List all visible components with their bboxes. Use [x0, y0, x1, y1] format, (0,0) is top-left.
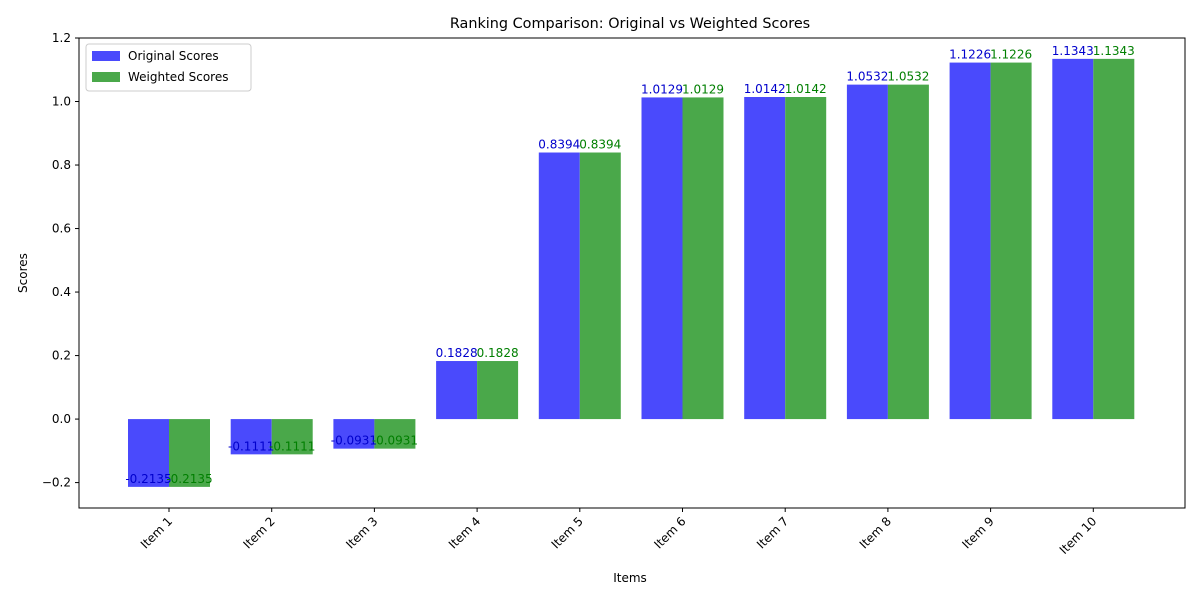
legend-label-original: Original Scores: [128, 49, 219, 63]
bar-weighted-6: [682, 97, 724, 420]
bar-value-label: 1.1226: [949, 48, 991, 62]
plot-frame: [78, 37, 1186, 509]
y-tick-label: −0.2: [42, 476, 71, 490]
bar-value-label: 0.8394: [538, 138, 580, 152]
bar-weighted-4: [477, 361, 519, 420]
bar-value-label: 1.1343: [1052, 44, 1094, 58]
bar-original-3: [333, 419, 375, 449]
bar-weighted-3: [374, 419, 416, 449]
bar-value-label: 1.0142: [785, 82, 827, 96]
bar-value-label: 1.0532: [887, 70, 929, 84]
bar-value-label: -0.2135: [166, 472, 212, 486]
bar-value-label: 0.1828: [436, 346, 478, 360]
bar-value-label: -0.1111: [269, 439, 315, 453]
chart-title: Ranking Comparison: Original vs Weighted…: [450, 16, 810, 32]
x-tick-label: Item 5: [549, 514, 586, 551]
x-tick-label: Item 1: [138, 514, 175, 551]
bar-weighted-7: [785, 97, 827, 420]
bar-weighted-8: [887, 84, 929, 420]
legend: Original Scores Weighted Scores: [85, 43, 252, 92]
bar-value-label: 1.0142: [744, 82, 786, 96]
bar-original-9: [949, 62, 991, 420]
x-tick-label: Item 6: [651, 514, 688, 551]
bar-weighted-1: [169, 419, 210, 487]
x-tick-label: Item 4: [446, 514, 483, 551]
x-tick-label: Item 2: [241, 514, 278, 551]
bar-original-5: [538, 152, 580, 420]
bar-value-label: -0.2135: [125, 472, 171, 486]
bar-original-7: [744, 97, 786, 420]
y-tick-label: 0.2: [52, 349, 71, 363]
bar-value-label: -0.1111: [228, 439, 274, 453]
bar-value-label: -0.0931: [331, 434, 377, 448]
y-tick-label: 0.8: [52, 158, 71, 172]
y-tick-label: 1.2: [52, 31, 71, 45]
y-tick-label: 1.0: [52, 95, 71, 109]
bar-value-label: 1.1226: [990, 48, 1032, 62]
x-tick-label: Item 3: [343, 514, 380, 551]
bar-original-4: [436, 361, 478, 420]
bar-value-label: 1.0129: [682, 82, 724, 96]
bar-original-8: [846, 84, 888, 420]
bar-value-label: 1.0129: [641, 82, 683, 96]
bar-value-label: 1.0532: [846, 70, 888, 84]
legend-label-weighted: Weighted Scores: [128, 70, 228, 84]
x-tick-label: Item 8: [857, 514, 894, 551]
bar-weighted-9: [990, 62, 1032, 420]
bar-original-2: [230, 419, 272, 455]
bar-weighted-2: [271, 419, 313, 455]
bar-value-label: 0.8394: [579, 138, 621, 152]
bar-original-6: [641, 97, 683, 420]
bar-value-label: 1.1343: [1093, 44, 1135, 58]
legend-swatch-original: [92, 51, 120, 61]
bar-original-10: [1052, 58, 1094, 420]
y-tick-label: 0.4: [52, 285, 71, 299]
y-tick-label: 0.6: [52, 222, 71, 236]
x-tick-label: Item 10: [1057, 514, 1100, 557]
bar-original-1: [128, 419, 169, 487]
y-axis-title: Scores: [16, 253, 30, 293]
x-tick-label: Item 9: [959, 514, 996, 551]
x-axis-title: Items: [613, 571, 647, 585]
x-tick-label: Item 7: [754, 514, 791, 551]
bar-weighted-5: [579, 152, 621, 420]
legend-box: [85, 43, 252, 92]
bar-weighted-10: [1093, 58, 1135, 420]
y-tick-label: 0.0: [52, 412, 71, 426]
bar-value-label: -0.0931: [372, 434, 418, 448]
bar-value-label: 0.1828: [477, 346, 519, 360]
legend-swatch-weighted: [92, 72, 120, 82]
